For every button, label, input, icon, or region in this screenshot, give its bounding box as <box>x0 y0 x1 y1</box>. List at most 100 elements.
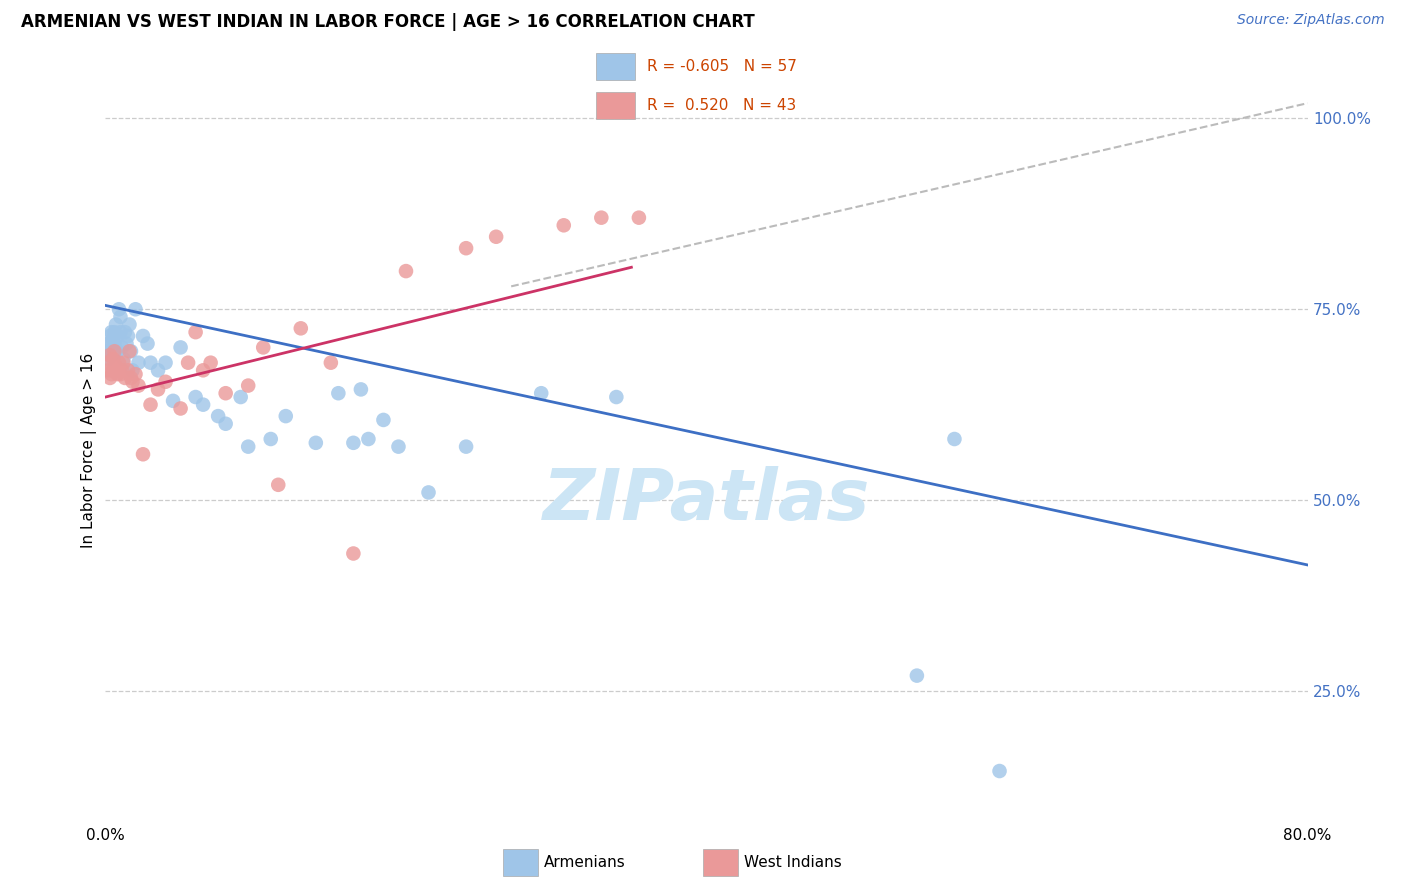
Point <box>342 435 364 450</box>
Point <box>107 329 129 343</box>
Point <box>107 367 129 381</box>
Point <box>128 356 150 370</box>
Point <box>988 764 1011 778</box>
Point <box>107 344 129 359</box>
Point <box>101 344 124 359</box>
Point <box>290 321 312 335</box>
Point <box>100 348 122 362</box>
Point <box>103 325 125 339</box>
Point <box>139 356 162 370</box>
Point <box>112 351 135 366</box>
Point <box>128 378 150 392</box>
Point <box>97 363 120 377</box>
Point <box>112 356 135 370</box>
Point <box>139 398 162 412</box>
Point <box>100 367 122 381</box>
Point <box>108 302 131 317</box>
Point <box>117 363 139 377</box>
Point <box>418 485 440 500</box>
Point <box>104 318 127 332</box>
Point <box>214 417 236 431</box>
Bar <box>596 92 636 120</box>
Point <box>319 356 342 370</box>
Point <box>111 363 134 377</box>
Point <box>155 375 177 389</box>
Point <box>121 363 143 377</box>
Point <box>155 356 177 370</box>
Point <box>357 432 380 446</box>
Point <box>104 359 127 374</box>
Point <box>100 325 122 339</box>
Point <box>305 435 328 450</box>
Point <box>184 325 207 339</box>
Point <box>238 378 260 392</box>
Y-axis label: In Labor Force | Age > 16: In Labor Force | Age > 16 <box>82 353 97 548</box>
Point <box>110 325 132 339</box>
Point <box>118 318 141 332</box>
Point <box>110 367 132 381</box>
Text: ZIPatlas: ZIPatlas <box>543 466 870 534</box>
Point <box>169 401 191 416</box>
Point <box>124 367 146 381</box>
Text: ARMENIAN VS WEST INDIAN IN LABOR FORCE | AGE > 16 CORRELATION CHART: ARMENIAN VS WEST INDIAN IN LABOR FORCE |… <box>21 13 755 31</box>
Point <box>117 329 139 343</box>
Point <box>252 340 274 354</box>
Bar <box>596 54 636 80</box>
Point <box>943 432 966 446</box>
Point <box>104 344 127 359</box>
Bar <box>703 849 738 876</box>
Point <box>114 371 136 385</box>
Point <box>101 351 124 366</box>
Point <box>103 344 125 359</box>
Text: R =  0.520   N = 43: R = 0.520 N = 43 <box>647 98 796 112</box>
Point <box>108 356 131 370</box>
Point <box>97 351 120 366</box>
Point <box>98 329 121 343</box>
Point <box>373 413 395 427</box>
Point <box>191 398 214 412</box>
Point <box>136 336 159 351</box>
Point <box>124 302 146 317</box>
Point <box>97 336 120 351</box>
Point <box>454 440 477 454</box>
Point <box>530 386 553 401</box>
Point <box>114 325 136 339</box>
Point <box>98 371 121 385</box>
Point <box>591 211 613 225</box>
Point <box>120 371 142 385</box>
Point <box>191 363 214 377</box>
Point <box>485 229 508 244</box>
Point <box>454 241 477 255</box>
Text: Source: ZipAtlas.com: Source: ZipAtlas.com <box>1237 13 1385 28</box>
Point <box>101 363 124 377</box>
Bar <box>503 849 538 876</box>
Point <box>121 375 143 389</box>
Point <box>905 668 928 682</box>
Point <box>207 409 229 423</box>
Point <box>229 390 252 404</box>
Point <box>350 383 373 397</box>
Point <box>395 264 418 278</box>
Point <box>96 344 118 359</box>
Point <box>98 348 121 362</box>
Point <box>342 547 364 561</box>
Point <box>177 356 200 370</box>
Point <box>553 219 575 233</box>
Point <box>627 211 650 225</box>
Point <box>118 344 141 359</box>
Point <box>267 478 290 492</box>
Point <box>110 310 132 324</box>
Point <box>184 390 207 404</box>
Point <box>98 340 121 354</box>
Point <box>387 440 409 454</box>
Point <box>146 383 169 397</box>
Point <box>103 336 125 351</box>
Point <box>169 340 191 354</box>
Point <box>101 333 124 347</box>
Point <box>111 340 134 354</box>
Point <box>162 393 184 408</box>
Text: Armenians: Armenians <box>544 855 626 870</box>
Point <box>132 447 155 461</box>
Point <box>605 390 627 404</box>
Text: R = -0.605   N = 57: R = -0.605 N = 57 <box>647 59 797 74</box>
